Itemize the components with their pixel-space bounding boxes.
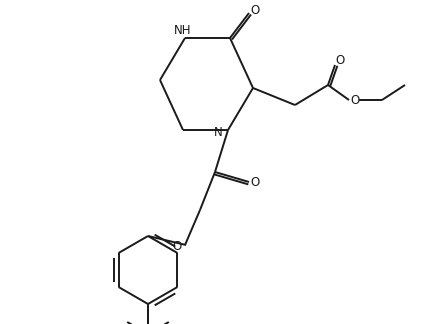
Text: N: N	[214, 125, 222, 138]
Text: O: O	[251, 176, 259, 189]
Text: O: O	[173, 240, 181, 253]
Text: NH: NH	[174, 24, 192, 37]
Text: O: O	[335, 53, 345, 66]
Text: O: O	[251, 4, 259, 17]
Text: O: O	[350, 94, 360, 107]
